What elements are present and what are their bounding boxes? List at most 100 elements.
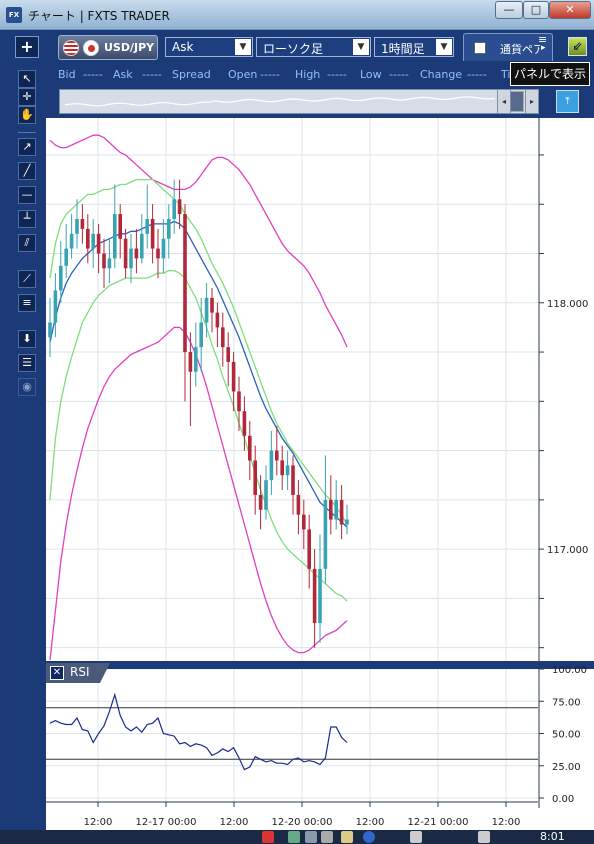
candle-body [53,290,58,323]
navigator-right-arrow[interactable]: ▸ [525,89,539,114]
tray-network-icon[interactable] [305,831,317,843]
tray-app-icon[interactable] [288,831,300,843]
fib-fan-icon[interactable]: ⟋ [18,270,36,288]
list-icon[interactable]: ☰ [18,354,36,372]
rsi-line [49,692,348,771]
spread-label: Spread [172,68,211,81]
candle-body [339,499,344,525]
rsi-tick-label: 100.00 [552,665,587,676]
auto-scale-button[interactable]: ⤒ [556,90,579,113]
candle-body [156,248,160,259]
change-label: Change [420,68,463,81]
candle-body [291,465,295,495]
time-tick-label: 12:00 [492,817,521,828]
candle-body [199,322,203,348]
candle-body [280,460,284,476]
candle-body [312,568,317,624]
candle-body [59,265,63,291]
horizontal-line-icon[interactable]: — [18,186,36,204]
candle-body [161,238,166,259]
maximize-button[interactable]: □ [523,1,549,19]
candle-body [91,233,95,249]
candle-body [102,253,106,269]
tray-folder-icon[interactable] [341,831,353,843]
tray-clock: 8:01 [540,830,565,843]
close-rsi-icon[interactable]: ✕ [50,666,64,680]
line-icon[interactable]: ╱ [18,162,36,180]
window-title: チャート | FXTS TRADER [28,9,170,23]
open-label: Open [228,68,258,81]
candle-body [150,219,155,249]
cursor-icon[interactable]: ↖ [18,70,36,88]
trendline-ray-icon[interactable]: ↗ [18,138,36,156]
high-value: ----- [327,68,347,81]
candle-body [264,480,268,510]
tool-separator [18,132,36,133]
candle-body [80,219,85,229]
candle-body [334,499,338,520]
candle-body [118,214,122,239]
period-select[interactable]: 1時間足 ▼ [374,37,454,57]
bollinger-lower-2sigma [49,326,348,661]
tray-volume-icon[interactable] [321,831,333,843]
candle-body [64,248,68,266]
tab-scroll-icon[interactable]: ▸ [541,43,546,53]
price-tick-label: 118.000 [547,299,588,310]
quote-row: Bid ----- Ask ----- Spread Open ----- Hi… [46,64,594,86]
candle-body [75,219,79,234]
symbol-label: USD/JPY [104,41,155,54]
camera-icon[interactable]: ◉ [18,378,36,396]
bid-label: Bid [58,68,76,81]
close-button[interactable]: ✕ [549,1,591,19]
vertical-line-icon[interactable]: ┴ [18,210,36,228]
tray-record-icon[interactable] [262,831,274,843]
hand-icon[interactable]: ✋ [18,106,36,124]
channel-icon[interactable]: ⫽ [18,234,36,252]
chart-canvas: 118.000 117.000 100.00 75.00 50.00 25.00 0.00 1… [46,118,594,828]
candle-body [69,233,74,249]
candle-body [194,347,198,372]
price-chart[interactable]: 118.000 117.000 100.00 75.00 50.00 25.00 0.00 1… [46,118,594,830]
candle-body [258,494,263,510]
price-tick-label: 117.000 [547,545,588,556]
show-in-panel-button[interactable]: ⇙ [568,37,587,56]
add-chart-button[interactable]: + [15,36,39,58]
menu-icon[interactable]: ≡ [538,33,548,46]
pair-tab-checkbox[interactable] [474,42,486,54]
crosshair-icon[interactable]: ✛ [18,88,36,106]
minimize-button[interactable]: — [495,1,523,19]
tray-keyboard-icon[interactable] [478,831,490,843]
candle-body [172,199,176,220]
navigator-left-arrow[interactable]: ◂ [497,89,511,114]
chart-type-select[interactable]: ローソク足 ▼ [256,37,371,57]
bollinger-upper-1sigma [49,178,348,525]
period-value: 1時間足 [381,42,425,56]
download-icon[interactable]: ⬇ [18,330,36,348]
ask-value: ----- [142,68,162,81]
candle-body [183,214,187,353]
bid-value: ----- [83,68,103,81]
time-tick-label: 12:00 [84,817,113,828]
chart-type-value: ローソク足 [263,42,324,56]
candle-body [107,258,112,269]
candle-body [96,233,101,254]
open-value: ----- [260,68,280,81]
tray-help-icon[interactable] [363,831,375,843]
tray-ime-icon[interactable] [410,831,422,843]
low-label: Low [360,68,382,81]
chevron-down-icon: ▼ [353,39,369,55]
title-bar: FX チャート | FXTS TRADER — □ ✕ [0,0,594,30]
price-type-select[interactable]: Ask ▼ [165,37,253,57]
rsi-tick-label: 75.00 [552,697,581,708]
fib-retracement-icon[interactable]: ≡ [18,294,36,312]
currency-pair-tab[interactable]: 通貨ペア [463,33,553,61]
candle-body [86,228,90,249]
rsi-tick-label: 50.00 [552,730,581,741]
chart-toolbar: + USD/JPY Ask ▼ ローソク足 ▼ 1時間足 ▼ 通貨ペア ≡ ▸ … [0,30,594,64]
candle-body [285,465,290,476]
high-label: High [295,68,321,81]
chart-navigator[interactable] [59,89,539,114]
fx-app-icon: FX [6,7,22,23]
candle-body [145,219,149,234]
symbol-selector-button[interactable]: USD/JPY [58,35,158,60]
